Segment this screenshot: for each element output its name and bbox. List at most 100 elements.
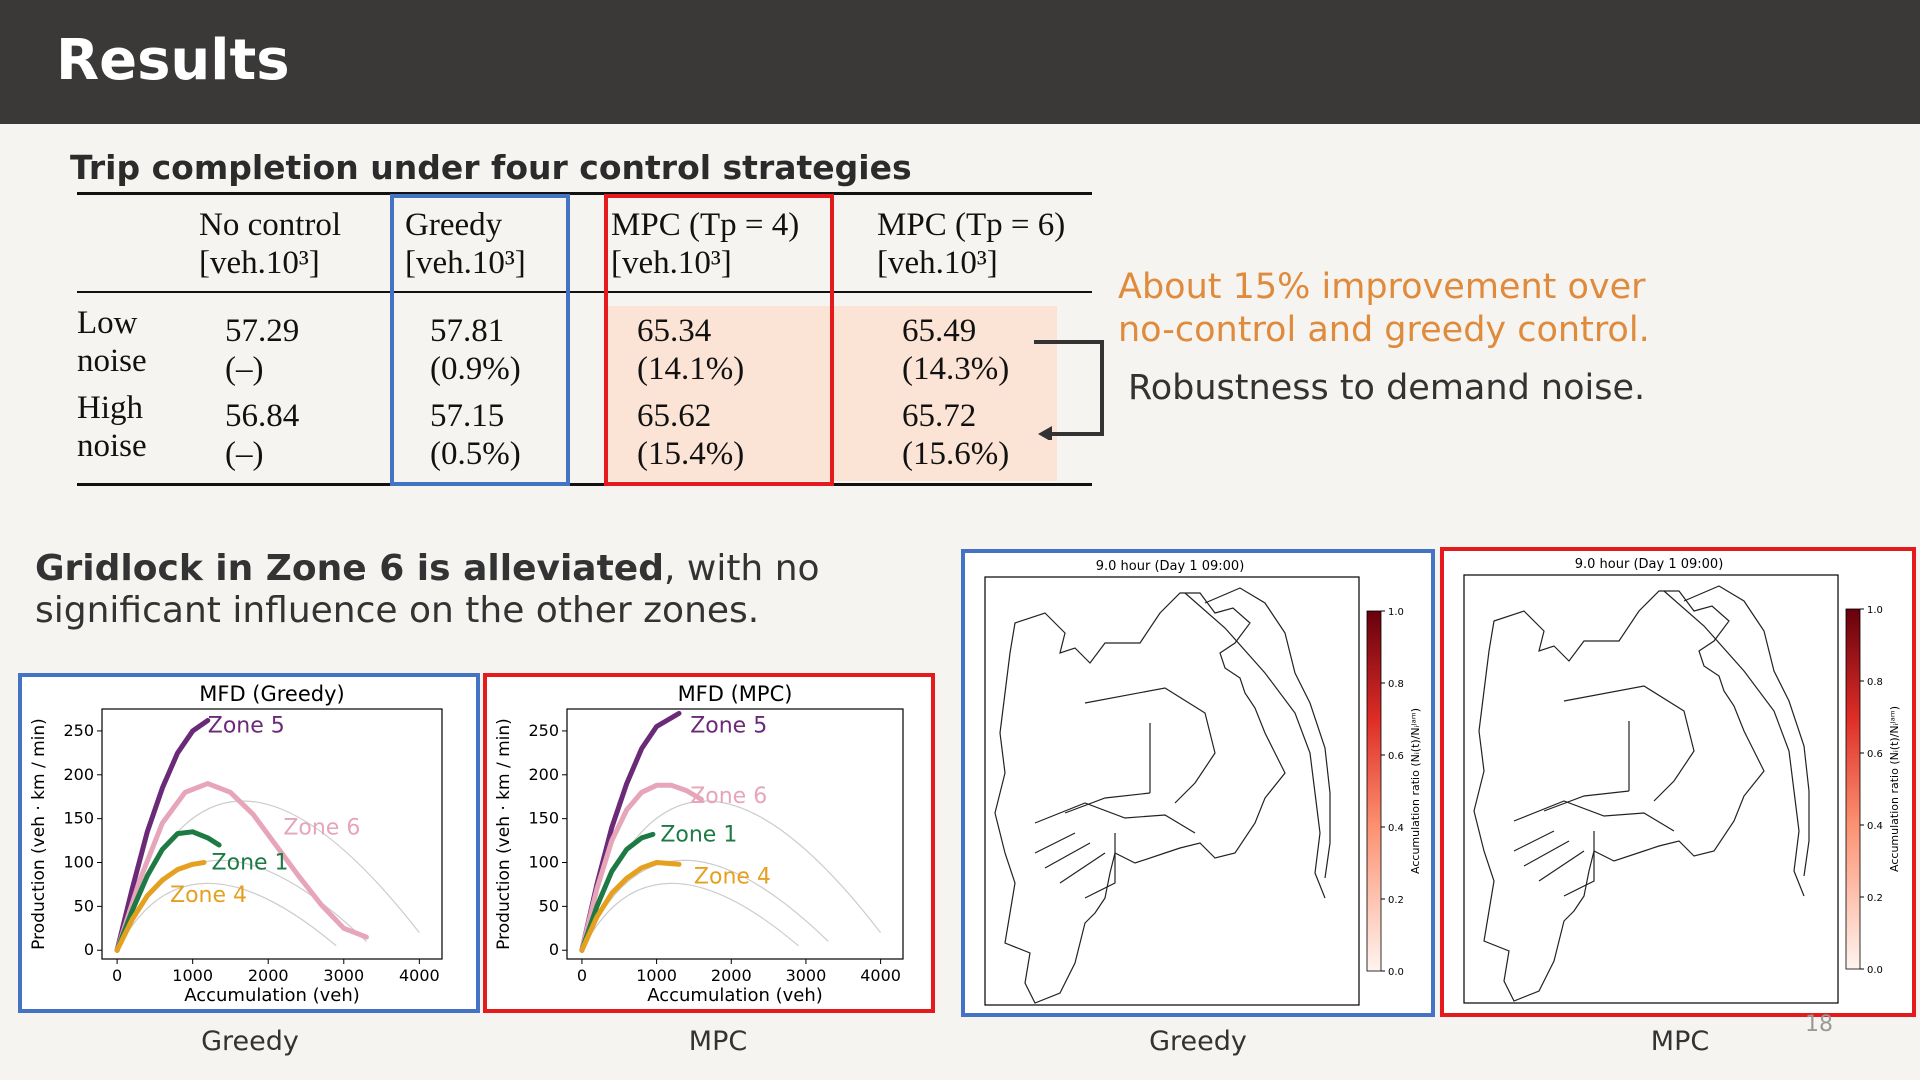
col-header-no-control: No control [veh.10³]	[199, 207, 342, 281]
x-tick-label: 3000	[786, 966, 827, 985]
y-tick-label: 200	[63, 765, 94, 784]
y-tick-label: 200	[528, 765, 559, 784]
x-tick-label: 1000	[172, 966, 213, 985]
colorbar	[1366, 610, 1382, 972]
series-label: Zone 6	[283, 815, 360, 840]
map-greedy: 9.0 hour (Day 1 09:00) 1.0 0.8 0.6 0.4 0.2 0.0…	[984, 559, 1422, 1006]
y-tick-label: 150	[63, 809, 94, 828]
series-label: Zone 5	[690, 714, 767, 739]
map-outline	[1473, 590, 1765, 1002]
series-label: Zone 4	[694, 865, 771, 890]
series-line	[579, 831, 656, 953]
chart-title: MFD (MPC)	[678, 682, 793, 706]
map-zone-boundary	[1064, 723, 1151, 814]
table-cell: 65.34 (14.1%)	[637, 313, 745, 387]
table-cell: 65.49 (14.3%)	[902, 313, 1010, 387]
x-axis-label: Accumulation (veh)	[184, 985, 360, 1006]
table-cell: 65.62 (15.4%)	[637, 398, 745, 472]
series-line	[114, 717, 211, 953]
map-frame	[1463, 574, 1839, 1004]
x-tick-label: 0	[577, 966, 587, 985]
table-cell: 57.29 (–)	[225, 313, 300, 387]
x-tick-label: 2000	[248, 966, 289, 985]
map-zone-boundary	[1184, 592, 1326, 899]
title-bar: Results	[0, 0, 1920, 124]
bracket-arrow-icon	[1034, 340, 1104, 440]
mfd-mpc-chart: MFD (MPC) 0 1000 2000 3000 4000 0 50 100 150 200 25…	[494, 682, 904, 1006]
col-header-greedy: Greedy [veh.10³]	[405, 207, 526, 281]
table-bottom-rule	[77, 483, 1092, 486]
colorbar-label: Accumulation ratio (Nᵢ(t)/Nᵢʲᵃᵐ)	[1888, 706, 1901, 872]
series-label: Zone 5	[208, 714, 285, 739]
map-zone-boundary	[1204, 587, 1331, 879]
y-axis-label: Production (veh · km / min)	[494, 718, 514, 950]
reference-curve	[581, 882, 799, 951]
colorbar-tick-label: 0.8	[1388, 679, 1404, 690]
mfd-greedy-frame: MFD (Greedy) 0 1000 2000 3000 4000 0 50 100 150 20…	[18, 673, 480, 1013]
map-frame	[984, 576, 1360, 1006]
colorbar-tick-label: 0.2	[1388, 895, 1404, 906]
chart-title: MFD (Greedy)	[199, 682, 344, 706]
greedy-column-frame	[390, 194, 570, 486]
reference-curve	[116, 882, 337, 951]
mfd-greedy-chart: MFD (Greedy) 0 1000 2000 3000 4000 0 50 100 150 20…	[29, 682, 443, 1006]
map-mpc: 9.0 hour (Day 1 09:00) 1.0 0.8 0.6 0.4 0.2 0.0…	[1463, 557, 1901, 1004]
caption-greedy-mfd: Greedy	[201, 1026, 299, 1057]
map-title: 9.0 hour (Day 1 09:00)	[1575, 557, 1724, 572]
table-title: Trip completion under four control strat…	[70, 148, 912, 187]
y-tick-label: 250	[63, 721, 94, 740]
x-tick-label: 1000	[636, 966, 677, 985]
x-tick-label: 3000	[323, 966, 364, 985]
page-title: Results	[56, 28, 290, 93]
map-outline	[994, 592, 1286, 1004]
caption-greedy-map: Greedy	[1149, 1026, 1247, 1057]
table-top-rule	[77, 192, 1092, 195]
y-tick-label: 100	[63, 853, 94, 872]
mpc-column-frame	[604, 194, 834, 486]
y-tick-label: 150	[528, 809, 559, 828]
series-line	[579, 782, 704, 953]
mfd-mpc-frame: MFD (MPC) 0 1000 2000 3000 4000 0 50 100 150 200 25…	[483, 673, 935, 1013]
colorbar	[1845, 608, 1861, 970]
series-line	[114, 860, 207, 953]
plot-frame	[566, 708, 904, 960]
table-cell: 56.84 (–)	[225, 398, 300, 472]
colorbar-tick-label: 0.0	[1388, 967, 1404, 978]
colorbar-tick-label: 0.6	[1388, 751, 1404, 762]
colorbar-tick-label: 0.6	[1867, 749, 1883, 760]
colorbar-tick-label: 1.0	[1867, 605, 1883, 616]
y-tick-label: 250	[528, 721, 559, 740]
table-mid-rule	[77, 291, 1092, 293]
colorbar-tick-label: 0.4	[1867, 821, 1883, 832]
series-label: Zone 6	[690, 784, 767, 809]
caption-mpc-map: MPC	[1650, 1026, 1710, 1057]
series-line	[114, 781, 369, 953]
series-label: Zone 4	[170, 883, 247, 908]
gridlock-rest: , with no significant influence on the o…	[35, 548, 820, 631]
x-axis-label: Accumulation (veh)	[647, 985, 823, 1006]
map-zone-boundary	[1513, 800, 1675, 832]
colorbar-label: Accumulation ratio (Nᵢ(t)/Nᵢʲᵃᵐ)	[1409, 708, 1422, 874]
colorbar-tick-label: 0.4	[1388, 823, 1404, 834]
y-tick-label: 0	[549, 940, 559, 959]
results-table: No control [veh.10³] Greedy [veh.10³] MPC …	[77, 192, 1092, 490]
map-title: 9.0 hour (Day 1 09:00)	[1096, 559, 1245, 574]
map-zone-boundary	[1663, 590, 1805, 897]
row-label-high-noise: High noise	[77, 390, 147, 464]
x-tick-label: 4000	[399, 966, 440, 985]
col-header-mpc-tp6: MPC (Tp = 6) [veh.10³]	[877, 207, 1066, 281]
table-cell: 57.15 (0.5%)	[430, 398, 521, 472]
y-axis-label: Production (veh · km / min)	[29, 718, 49, 950]
row-label-low-noise: Low noise	[77, 305, 147, 379]
series-label: Zone 1	[212, 851, 289, 876]
plot-frame	[101, 708, 443, 960]
map-zone-boundary	[1563, 685, 1695, 802]
colorbar-tick-label: 1.0	[1388, 607, 1404, 618]
map-zone-boundary	[1034, 802, 1196, 834]
y-tick-label: 100	[528, 853, 559, 872]
gridlock-text: Gridlock in Zone 6 is alleviated, with n…	[35, 548, 935, 632]
robustness-note: Robustness to demand noise.	[1128, 368, 1646, 408]
map-pier	[1034, 832, 1116, 899]
map-zone-boundary	[1084, 687, 1216, 804]
map-pier	[1513, 830, 1595, 897]
